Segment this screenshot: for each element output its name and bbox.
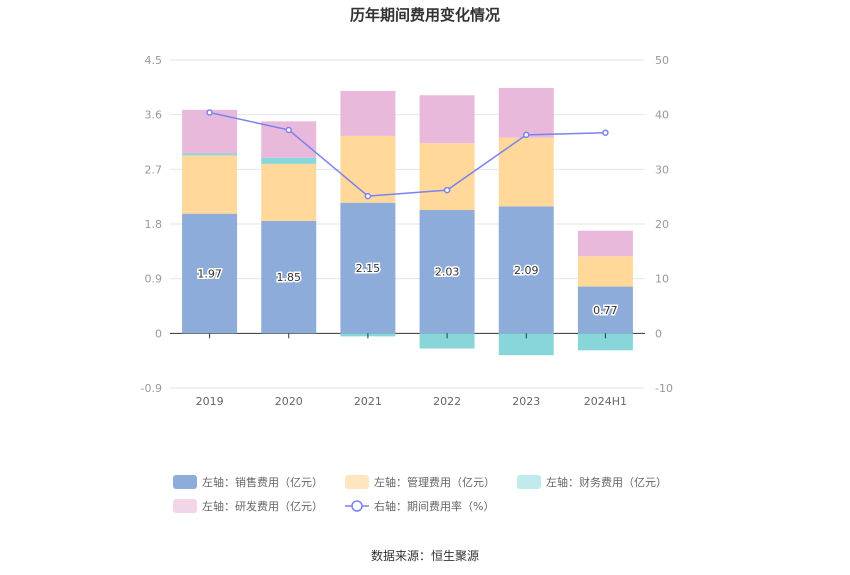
legend-label: 左轴：管理费用（亿元） xyxy=(374,475,495,489)
right-tick-label: 10 xyxy=(655,273,669,286)
right-tick-label: 20 xyxy=(655,218,669,231)
legend-label: 右轴：期间费用率（%） xyxy=(374,499,494,513)
bar-segment xyxy=(419,95,475,144)
bar-segment xyxy=(498,87,554,138)
bar-segment xyxy=(261,163,317,221)
left-axis-ticks: -0.9 0 0.9 1.8 2.7 3.6 4.5 xyxy=(141,54,162,395)
rate-point xyxy=(523,131,530,139)
bars xyxy=(182,87,633,356)
rate-point xyxy=(443,186,451,194)
right-tick-label: 30 xyxy=(655,163,669,176)
left-tick-label: 0.9 xyxy=(145,273,163,286)
legend-swatch xyxy=(345,475,369,489)
bar-segment xyxy=(577,230,633,257)
data-label: 0.77 xyxy=(593,304,618,317)
left-tick-label: 1.8 xyxy=(145,218,163,231)
data-label: 2.09 xyxy=(514,264,539,277)
x-tick-label: 2022 xyxy=(433,395,461,408)
bar-segment xyxy=(498,137,554,207)
bar-segment xyxy=(340,135,396,203)
bar-segment xyxy=(577,333,633,351)
bar-segment xyxy=(498,206,554,334)
right-tick-label: 40 xyxy=(655,109,669,122)
data-label: 2.03 xyxy=(435,266,460,279)
bar-segment xyxy=(419,210,475,334)
rate-point xyxy=(602,129,609,136)
legend: 左轴：销售费用（亿元） 左轴：管理费用（亿元） 左轴：财务费用（亿元） 左轴：研发费用… xyxy=(173,475,667,513)
x-tick-label: 2021 xyxy=(354,395,382,408)
legend-label: 左轴：销售费用（亿元） xyxy=(202,475,323,489)
rate-point xyxy=(364,192,372,200)
legend-item[interactable]: 右轴：期间费用率（%） xyxy=(345,499,494,513)
rate-point xyxy=(285,126,292,134)
grid-lines xyxy=(170,59,645,389)
rate-line xyxy=(206,109,609,200)
bar-segment xyxy=(498,333,554,356)
data-label: 2.15 xyxy=(356,262,381,275)
chart-title: 历年期间费用变化情况 xyxy=(350,6,500,24)
legend-swatch xyxy=(517,475,541,489)
right-axis-ticks: -10 0 10 20 30 40 50 xyxy=(655,54,673,395)
legend-swatch xyxy=(173,499,197,513)
legend-line-marker xyxy=(351,500,363,512)
left-tick-label: 4.5 xyxy=(145,54,163,67)
x-tick-label: 2019 xyxy=(196,395,224,408)
left-tick-label: 3.6 xyxy=(145,109,163,122)
data-label: 1.85 xyxy=(277,271,302,284)
legend-item[interactable]: 左轴：管理费用（亿元） xyxy=(345,475,495,489)
legend-label: 左轴：财务费用（亿元） xyxy=(546,475,667,489)
bar-segment xyxy=(340,90,396,136)
legend-item[interactable]: 左轴：销售费用（亿元） xyxy=(173,475,323,489)
x-axis: 2019 2020 2021 2022 2023 2024H1 xyxy=(196,333,627,408)
right-tick-label: -10 xyxy=(655,382,673,395)
legend-item[interactable]: 左轴：财务费用（亿元） xyxy=(517,475,667,489)
legend-item[interactable]: 左轴：研发费用（亿元） xyxy=(173,499,323,513)
x-tick-label: 2023 xyxy=(512,395,540,408)
right-tick-label: 50 xyxy=(655,54,669,67)
bar-segment xyxy=(182,213,238,334)
legend-label: 左轴：研发费用（亿元） xyxy=(202,499,323,513)
bar-segment xyxy=(577,286,633,334)
bar-segment xyxy=(340,202,396,334)
left-tick-label: 0 xyxy=(155,327,162,340)
source-text: 数据来源：恒生聚源 xyxy=(371,548,479,563)
data-label: 1.97 xyxy=(197,268,222,281)
bar-segment xyxy=(182,155,238,214)
bar-segment xyxy=(261,220,317,334)
x-tick-label: 2024H1 xyxy=(584,395,627,408)
data-labels: 1.97 1.85 2.15 2.03 2.09 0.77 xyxy=(196,261,619,319)
bar-segment xyxy=(182,153,238,156)
legend-swatch xyxy=(173,475,197,489)
left-tick-label: -0.9 xyxy=(141,382,162,395)
left-tick-label: 2.7 xyxy=(145,163,163,176)
bar-segment xyxy=(261,157,317,164)
bar-segment xyxy=(419,333,475,349)
right-tick-label: 0 xyxy=(655,327,662,340)
rate-point xyxy=(206,109,213,116)
rate-line-path xyxy=(209,111,606,197)
x-tick-label: 2020 xyxy=(275,395,303,408)
bar-segment xyxy=(577,256,633,287)
